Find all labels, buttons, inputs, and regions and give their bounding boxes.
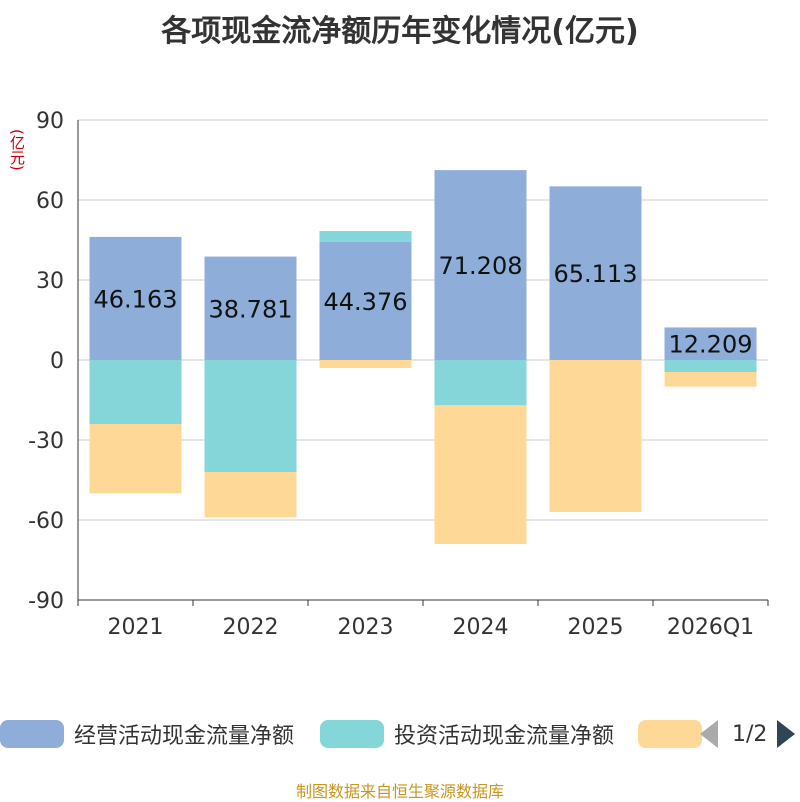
bar-segment [319, 241, 412, 360]
legend-item-financing[interactable] [638, 718, 712, 750]
legend-pager: 1/2 [700, 718, 796, 750]
data-label: 65.113 [554, 260, 638, 288]
data-source-note: 制图数据来自恒生聚源数据库 [295, 782, 504, 801]
bar-segment [549, 360, 642, 512]
data-label: 46.163 [94, 285, 178, 313]
bar-segment [434, 360, 527, 406]
chart-title: 各项现金流净额历年变化情况(亿元) [161, 14, 639, 49]
x-tick-label: 2021 [108, 615, 164, 640]
prev-page-icon[interactable] [700, 720, 718, 748]
y-tick-label: 60 [36, 189, 64, 214]
data-label: 44.376 [324, 288, 408, 316]
bar-segment [319, 230, 412, 242]
bar-segment [664, 360, 757, 372]
y-tick-label: 30 [36, 269, 64, 294]
bar-segment [89, 360, 182, 424]
bar-segment [89, 236, 182, 360]
legend-item-investing[interactable]: 投资活动现金流量净额 [320, 718, 614, 750]
x-tick-label: 2023 [338, 615, 394, 640]
bar-segment [204, 472, 297, 518]
legend-swatch-investing [320, 720, 384, 748]
stacked-bar-chart: 90 60 30 0 -30 -60 -90 2021 2022 2023 2024 2025 2026… [28, 109, 769, 640]
bar-segment [434, 170, 527, 360]
legend-item-operating[interactable]: 经营活动现金流量净额 [0, 718, 294, 750]
x-tick-label: 2024 [453, 615, 509, 640]
bar-segment [319, 360, 412, 368]
data-label: 38.781 [209, 295, 293, 323]
bar-segment [204, 256, 297, 360]
legend: 经营活动现金流量净额 投资活动现金流量净额 1/2 [0, 712, 800, 756]
legend-page-indicator: 1/2 [732, 721, 768, 747]
y-tick-label: -60 [28, 509, 64, 534]
y-tick-label: -30 [28, 429, 64, 454]
x-tick-label: 2026Q1 [667, 615, 754, 640]
legend-swatch-financing [638, 720, 702, 748]
bar-segment [89, 424, 182, 494]
data-label: 12.209 [669, 331, 753, 359]
y-tick-label: 0 [50, 349, 64, 374]
data-label: 71.208 [439, 252, 523, 280]
y-tick-label: -90 [28, 589, 64, 614]
next-page-icon[interactable] [777, 720, 796, 748]
bar-segment [549, 186, 642, 360]
x-tick-label: 2025 [568, 615, 624, 640]
bar-segment [204, 360, 297, 472]
bar-segment [434, 405, 527, 544]
y-axis-unit: (亿元) [8, 129, 26, 171]
legend-label-investing: 投资活动现金流量净额 [394, 724, 615, 749]
legend-swatch-operating [0, 720, 64, 748]
y-tick-label: 90 [36, 109, 64, 134]
x-tick-label: 2022 [223, 615, 279, 640]
bar-segment [664, 327, 757, 360]
legend-label-operating: 经营活动现金流量净额 [74, 724, 295, 749]
bar-segment [664, 372, 757, 387]
